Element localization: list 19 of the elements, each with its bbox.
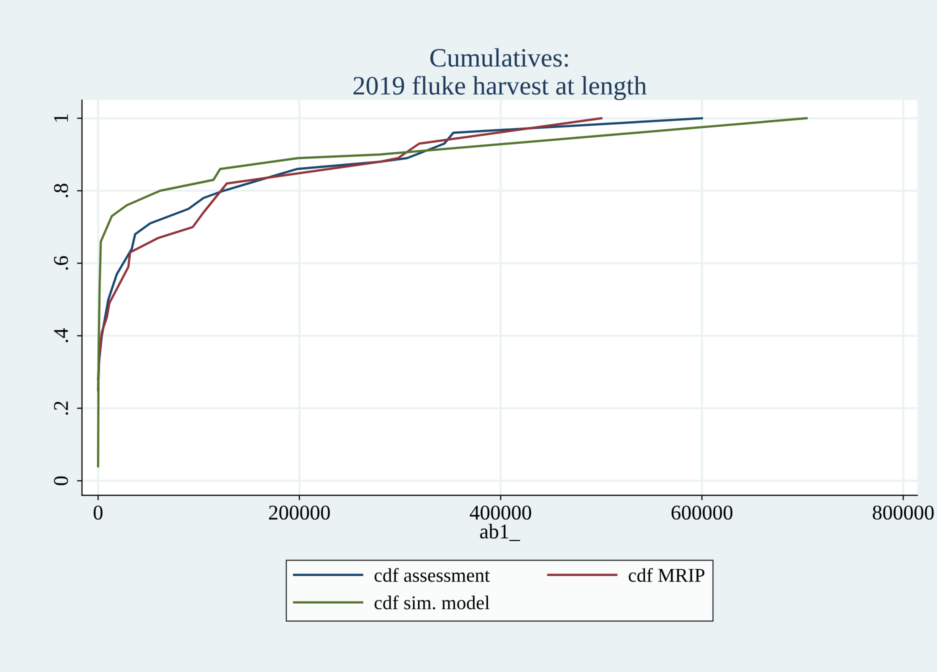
x-tick-label: 0: [94, 506, 103, 520]
y-tick-label: 1: [54, 114, 68, 122]
x-tick-label: 800000: [872, 506, 934, 520]
line-series: [96, 117, 602, 380]
line-series: [96, 117, 808, 468]
legend-label: cdf assessment: [374, 568, 490, 582]
y-tick-label: .2: [54, 402, 68, 415]
x-tick-label: 400000: [470, 506, 532, 520]
chart-title: Cumulatives: 2019 fluke harvest at length: [354, 48, 647, 100]
x-tick-label: 200000: [269, 506, 330, 520]
y-tick-label: 0: [54, 476, 68, 486]
y-tick-label: .8: [54, 184, 68, 198]
x-axis-title: ab1_: [480, 524, 520, 542]
y-tick-label: .6: [54, 256, 68, 270]
y-tick-label: .4: [54, 328, 68, 342]
x-tick-label: 600000: [672, 506, 732, 520]
legend-label: cdf MRIP: [628, 568, 704, 582]
line-series: [96, 117, 704, 392]
legend-label: cdf sim. model: [374, 595, 490, 610]
